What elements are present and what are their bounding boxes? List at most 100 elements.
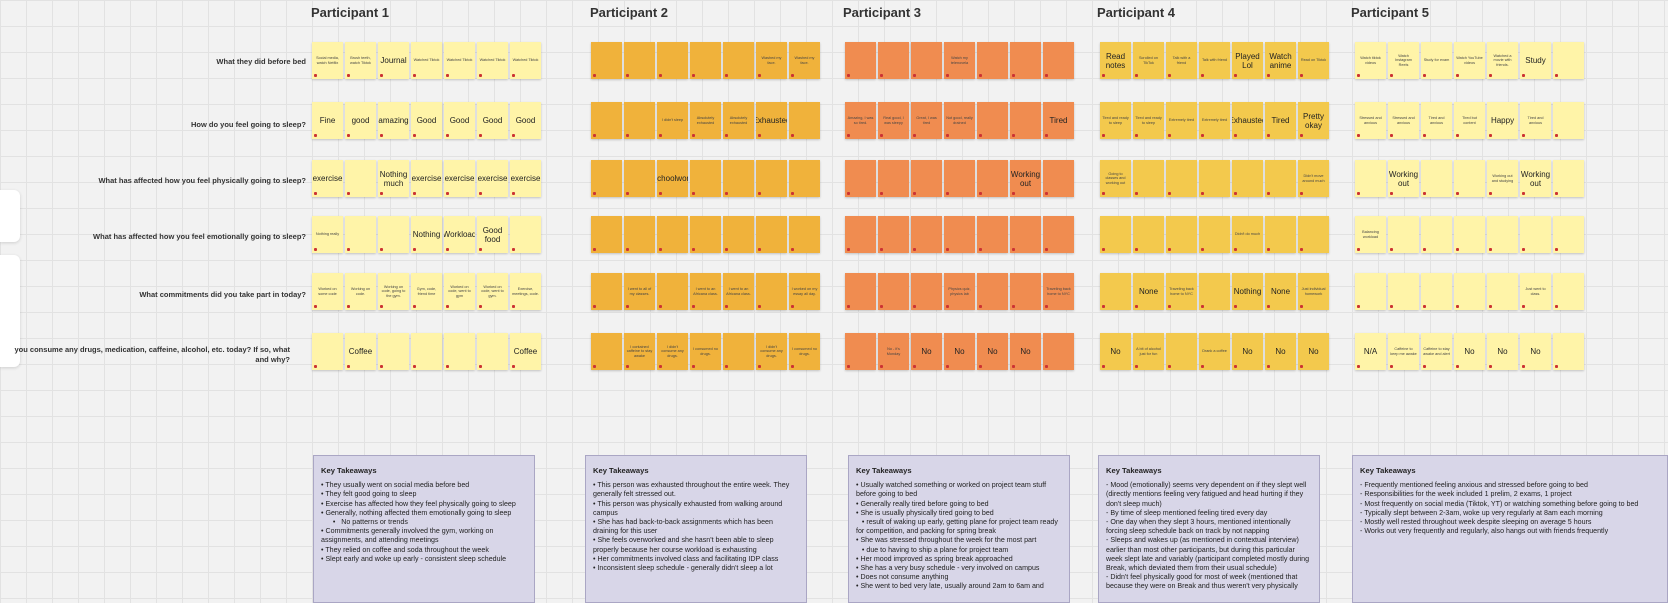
sticky-note[interactable]: Nothing [411,216,442,253]
sticky-note[interactable]: Didn't move around much [1298,160,1329,197]
sticky-note[interactable] [1043,216,1074,253]
sticky-note[interactable]: Drank a coffee [1199,333,1230,370]
key-takeaways-card-3[interactable]: Key Takeaways • Usually watched something… [848,455,1070,603]
sticky-note[interactable] [1454,216,1485,253]
sticky-note[interactable]: Schoolwork [657,160,688,197]
sticky-note[interactable] [1487,273,1518,310]
sticky-note[interactable] [690,160,721,197]
sticky-note[interactable] [591,102,622,139]
sticky-note[interactable] [977,216,1008,253]
sticky-note[interactable] [1454,273,1485,310]
sticky-note[interactable]: Worked on some code [312,273,343,310]
sticky-note[interactable]: Gym, code, friend time [411,273,442,310]
sticky-note[interactable]: Coffee [510,333,541,370]
sticky-note[interactable] [591,333,622,370]
sticky-note[interactable]: Coffee [345,333,376,370]
sticky-note[interactable]: exercise [477,160,508,197]
sticky-note[interactable]: Working on code. [345,273,376,310]
sticky-note[interactable]: No [944,333,975,370]
sticky-note[interactable]: Played Lol [1232,42,1263,79]
sticky-note[interactable]: Scrolled on TikTok [1133,42,1164,79]
sticky-note[interactable]: Traveling back home to NYC [1166,273,1197,310]
sticky-note[interactable] [1388,216,1419,253]
side-toolbar-bottom[interactable] [0,255,20,367]
sticky-note[interactable]: Didn't do much [1232,216,1263,253]
sticky-note[interactable]: Amazing, I was so tired. [845,102,876,139]
sticky-note[interactable]: Happy [1487,102,1518,139]
sticky-note[interactable]: Tired and ready to sleep [1133,102,1164,139]
sticky-note[interactable]: Tired [1265,102,1296,139]
sticky-note[interactable] [657,273,688,310]
sticky-note[interactable]: Worked on code, went to gym [444,273,475,310]
sticky-note[interactable]: Tired and anxious [1421,102,1452,139]
sticky-note[interactable]: Going to classes and working out [1100,160,1131,197]
sticky-note[interactable] [1100,273,1131,310]
sticky-note[interactable] [789,216,820,253]
sticky-note[interactable]: Watch my telenovela [944,42,975,79]
sticky-note[interactable]: I contained caffeine to stay awake [624,333,655,370]
sticky-note[interactable]: Working out and studying [1487,160,1518,197]
question-label-1[interactable]: What they did before bed [216,57,306,66]
sticky-note[interactable] [977,102,1008,139]
sticky-note[interactable] [789,102,820,139]
sticky-note[interactable] [723,216,754,253]
sticky-note[interactable]: I didn't sleep [657,102,688,139]
key-takeaways-card-4[interactable]: Key Takeaways - Mood (emotionally) seems … [1098,455,1320,603]
sticky-note[interactable] [911,160,942,197]
sticky-note[interactable] [345,216,376,253]
sticky-note[interactable]: Traveling back home to NYC [1043,273,1074,310]
sticky-note[interactable]: Watched Tiktok [444,42,475,79]
sticky-note[interactable] [1355,160,1386,197]
sticky-note[interactable]: Nothing really [312,216,343,253]
sticky-note[interactable]: No [1232,333,1263,370]
sticky-note[interactable] [1553,160,1584,197]
sticky-note[interactable]: Read on Tiktok [1298,42,1329,79]
sticky-note[interactable] [591,42,622,79]
sticky-note[interactable]: Social media, watch Netflix [312,42,343,79]
question-label-2[interactable]: How do you feel going to sleep? [190,120,306,129]
question-label-3[interactable]: What has affected how you feel physicall… [98,176,306,185]
sticky-note[interactable] [624,42,655,79]
sticky-note[interactable] [1421,273,1452,310]
sticky-note[interactable] [1199,216,1230,253]
sticky-note[interactable] [657,216,688,253]
sticky-note[interactable]: Real good, I was sleepy [878,102,909,139]
sticky-note[interactable]: Exercise, meetings, code. [510,273,541,310]
sticky-note[interactable]: Good [411,102,442,139]
sticky-note[interactable] [1166,160,1197,197]
sticky-note[interactable]: Balancing workload [1355,216,1386,253]
sticky-note[interactable]: I went to all of my classes. [624,273,655,310]
sticky-note[interactable] [378,333,409,370]
sticky-note[interactable]: No [911,333,942,370]
sticky-note[interactable] [944,216,975,253]
sticky-note[interactable]: I went to an Africana class. [723,273,754,310]
sticky-note[interactable]: Tired and anxious [1520,102,1551,139]
sticky-note[interactable]: Good [510,102,541,139]
sticky-note[interactable]: Worked on code, went to gym. [477,273,508,310]
sticky-note[interactable]: Absolutely exhausted [690,102,721,139]
sticky-note[interactable] [624,216,655,253]
sticky-note[interactable] [1043,160,1074,197]
sticky-note[interactable]: Journal [378,42,409,79]
sticky-note[interactable] [1199,273,1230,310]
sticky-note[interactable]: No - it's Monday [878,333,909,370]
sticky-note[interactable]: Working out [1388,160,1419,197]
question-label-4[interactable]: What has affected how you feel emotional… [93,232,306,241]
sticky-note[interactable]: Exhausted [756,102,787,139]
key-takeaways-card-5[interactable]: Key Takeaways - Frequently mentioned feel… [1352,455,1668,603]
sticky-note[interactable]: Caffeine to stay awake and alert [1421,333,1452,370]
sticky-note[interactable]: Watched Tiktok [477,42,508,79]
sticky-note[interactable]: Tired [1043,102,1074,139]
sticky-note[interactable] [911,216,942,253]
sticky-note[interactable]: Tired but content [1454,102,1485,139]
sticky-note[interactable] [1100,216,1131,253]
sticky-note[interactable] [1010,216,1041,253]
participant-header-2[interactable]: Participant 2 [590,5,669,20]
sticky-note[interactable]: Tired and ready to sleep [1100,102,1131,139]
sticky-note[interactable]: Good [477,102,508,139]
sticky-note[interactable]: Nothing [1232,273,1263,310]
sticky-note[interactable] [1487,216,1518,253]
sticky-note[interactable] [1553,102,1584,139]
sticky-note[interactable] [444,333,475,370]
sticky-note[interactable]: Watch anime [1265,42,1296,79]
